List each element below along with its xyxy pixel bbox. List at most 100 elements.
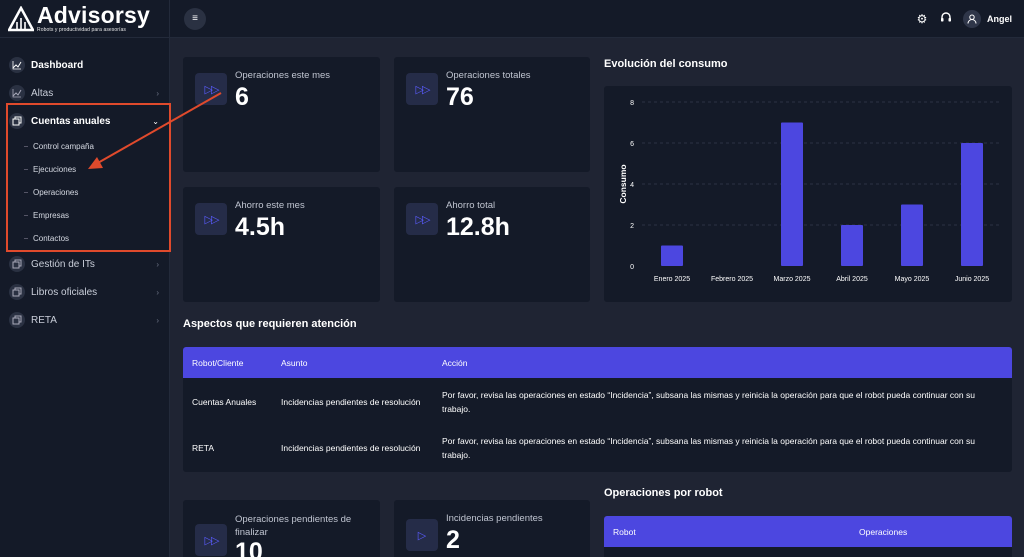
chevron-right-icon: › xyxy=(156,259,159,269)
cell-robot: RETA xyxy=(192,443,215,453)
stat-value: 10 xyxy=(235,538,263,557)
sidebar-item-reta[interactable]: RETA › xyxy=(0,306,169,334)
attention-table: Robot/Cliente Asunto Acción Cuentas Anua… xyxy=(183,347,1012,472)
chart-section-title: Evolución del consumo xyxy=(604,58,728,70)
logo-mark-icon xyxy=(8,5,34,31)
fast-forward-icon: ▷▷ xyxy=(406,203,438,235)
chart-x-tick-label: Abril 2025 xyxy=(836,276,868,283)
stat-card-ahorro-total: ▷▷ Ahorro total 12.8h xyxy=(394,187,590,302)
cell-asunto: Incidencias pendientes de resolución xyxy=(281,397,421,407)
chart-bar xyxy=(901,204,923,266)
stat-value: 12.8h xyxy=(446,213,510,241)
column-header-operaciones: Operaciones xyxy=(859,526,908,537)
stat-value: 2 xyxy=(446,526,460,554)
stat-value: 76 xyxy=(446,83,474,111)
stat-card-pendientes-finalizar: ▷▷ Operaciones pendientes de finalizar 1… xyxy=(183,500,380,557)
chart-y-tick-label: 4 xyxy=(630,182,634,189)
sidebar-subitem-control-campana[interactable]: Control campaña xyxy=(24,135,169,158)
sidebar-item-cuentas-anuales[interactable]: Cuentas anuales ⌄ xyxy=(0,107,169,135)
chevron-right-icon: › xyxy=(156,88,159,98)
sidebar-item-label: Dashboard xyxy=(31,59,84,71)
table-row[interactable]: RETA Incidencias pendientes de resolució… xyxy=(183,426,1012,470)
files-icon xyxy=(9,284,25,300)
fast-forward-icon: ▷▷ xyxy=(195,524,227,556)
brand-tagline: Robots y productividad para asesorías xyxy=(37,27,127,33)
chart-line-icon xyxy=(9,85,25,101)
attention-section-title: Aspectos que requieren atención xyxy=(183,318,357,330)
table-header: Robot Operaciones xyxy=(604,516,1012,547)
user-name[interactable]: Angel xyxy=(986,13,1012,24)
chart-bar xyxy=(661,245,683,266)
stat-value: 6 xyxy=(235,83,249,111)
sidebar-item-label: Altas xyxy=(31,87,54,99)
sidebar: Advisorsy Robots y productividad para as… xyxy=(0,0,170,557)
brand-name: Advisorsy xyxy=(37,2,151,28)
stat-label: Operaciones este mes xyxy=(235,70,331,81)
sidebar-nav: Dashboard Altas › Cuentas anuales ⌄ Cont… xyxy=(0,38,169,334)
table-row[interactable]: Cuentas Anuales Incidencias pendientes d… xyxy=(183,378,1012,426)
stat-card-ahorro-mes: ▷▷ Ahorro este mes 4.5h xyxy=(183,187,380,302)
chevron-right-icon: › xyxy=(156,315,159,325)
chevron-right-icon: › xyxy=(156,287,159,297)
column-header-accion: Acción xyxy=(442,357,468,368)
fast-forward-icon: ▷▷ xyxy=(195,203,227,235)
headset-icon[interactable] xyxy=(939,11,953,26)
play-icon: ▷ xyxy=(406,519,438,551)
sidebar-subitem-ejecuciones[interactable]: Ejecuciones xyxy=(24,158,169,181)
sidebar-item-label: RETA xyxy=(31,314,57,326)
cell-robot: Cuentas Anuales xyxy=(192,397,257,407)
stat-label: Operaciones pendientes de finalizar xyxy=(235,514,352,538)
chevron-down-icon: ⌄ xyxy=(152,116,159,126)
robots-section-title: Operaciones por robot xyxy=(604,487,723,499)
sidebar-item-label: Gestión de ITs xyxy=(31,258,95,270)
fast-forward-icon: ▷▷ xyxy=(406,73,438,105)
chart-bar xyxy=(781,122,803,266)
user-icon[interactable] xyxy=(962,9,981,28)
stat-value: 4.5h xyxy=(235,213,286,241)
sidebar-subnav: Control campaña Ejecuciones Operaciones … xyxy=(0,135,169,250)
stat-label: Ahorro total xyxy=(446,200,496,211)
files-icon xyxy=(9,256,25,272)
sidebar-subitem-contactos[interactable]: Contactos xyxy=(24,227,169,250)
chart-y-tick-label: 2 xyxy=(630,223,634,230)
stat-label: Operaciones totales xyxy=(446,70,531,81)
cell-asunto: Incidencias pendientes de resolución xyxy=(281,443,421,453)
chart-x-tick-label: Mayo 2025 xyxy=(895,276,930,283)
sidebar-item-libros-oficiales[interactable]: Libros oficiales › xyxy=(0,278,169,306)
sidebar-item-label: Cuentas anuales xyxy=(31,115,111,127)
column-header-robot: Robot xyxy=(613,526,636,537)
sidebar-item-altas[interactable]: Altas › xyxy=(0,79,169,107)
hamburger-menu-icon[interactable]: ≡ xyxy=(184,7,206,30)
cell-accion: Por favor, revisa las operaciones en est… xyxy=(442,390,975,414)
sidebar-subitem-empresas[interactable]: Empresas xyxy=(24,204,169,227)
sidebar-item-label: Libros oficiales xyxy=(31,286,98,298)
sidebar-item-dashboard[interactable]: Dashboard xyxy=(0,51,169,79)
chart-x-tick-label: Marzo 2025 xyxy=(774,276,811,283)
consumption-chart: 0 2 4 6 8 Consumo Enero 2025 Febrero 2025 Marzo … xyxy=(618,100,1002,283)
sidebar-item-gestion-its[interactable]: Gestión de ITs › xyxy=(0,250,169,278)
chart-x-tick-label: Febrero 2025 xyxy=(711,276,753,283)
chart-bar xyxy=(961,143,983,266)
fast-forward-icon: ▷▷ xyxy=(195,73,227,105)
chart-x-tick-label: Junio 2025 xyxy=(955,276,989,283)
gear-icon[interactable]: ⚙ xyxy=(916,11,928,26)
topbar: ≡ ⚙ Angel xyxy=(170,0,1024,38)
chart-y-tick-label: 0 xyxy=(630,264,634,271)
consumption-chart-card: 0 2 4 6 8 Consumo Enero 2025 Febrero 2025 Marzo … xyxy=(604,86,1012,302)
sidebar-subitem-operaciones[interactable]: Operaciones xyxy=(24,181,169,204)
brand-logo[interactable]: Advisorsy Robots y productividad para as… xyxy=(0,0,169,38)
files-icon xyxy=(9,113,25,129)
chart-y-tick-label: 8 xyxy=(630,100,634,107)
stat-card-incidencias-pendientes: ▷ Incidencias pendientes 2 xyxy=(394,500,590,557)
stat-label: Ahorro este mes xyxy=(235,200,305,211)
stat-card-operaciones-mes: ▷▷ Operaciones este mes 6 xyxy=(183,57,380,172)
chart-x-tick-label: Enero 2025 xyxy=(654,276,690,283)
stat-card-operaciones-totales: ▷▷ Operaciones totales 76 xyxy=(394,57,590,172)
chart-bar xyxy=(841,225,863,266)
cell-accion: Por favor, revisa las operaciones en est… xyxy=(442,436,975,460)
chart-y-axis-label: Consumo xyxy=(618,164,628,203)
chart-y-tick-label: 6 xyxy=(630,141,634,148)
column-header-robot: Robot/Cliente xyxy=(192,357,244,368)
files-icon xyxy=(9,312,25,328)
stat-label: Incidencias pendientes xyxy=(446,513,543,524)
